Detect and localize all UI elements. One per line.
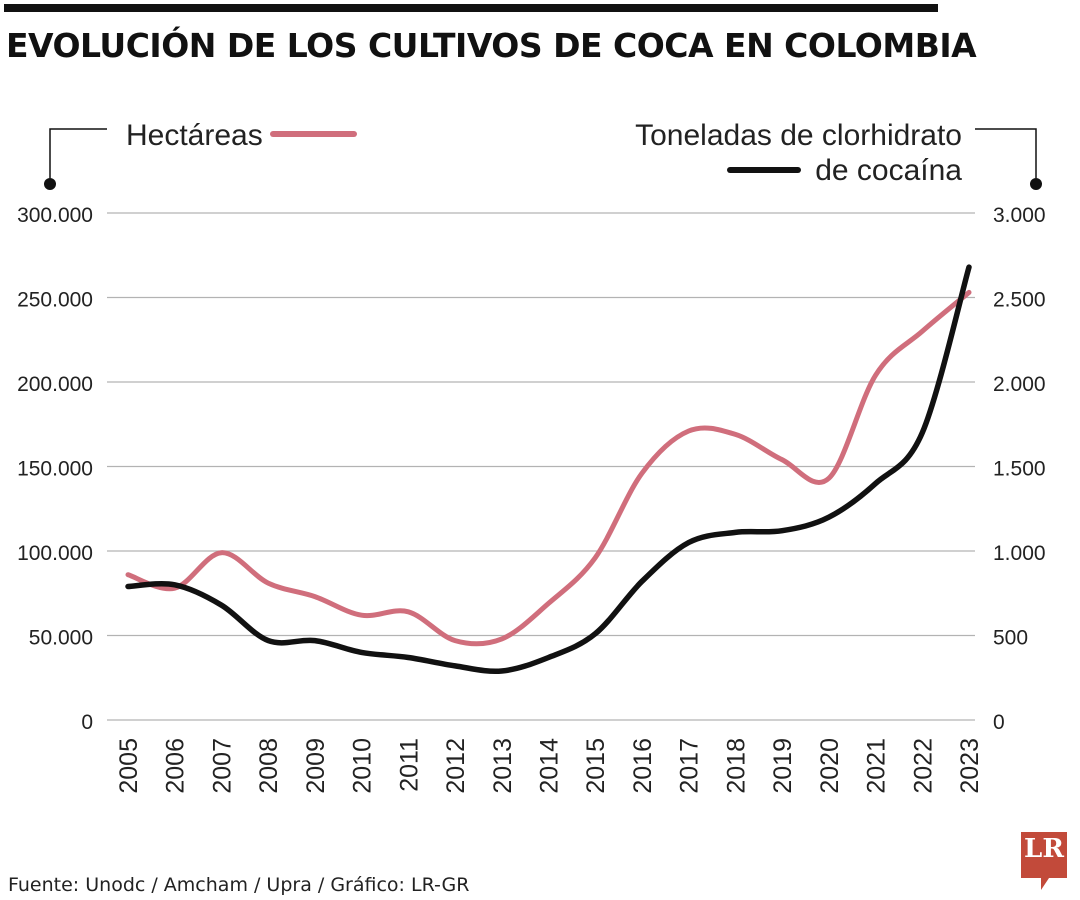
x-tick-label: 2006 [162,738,190,794]
left-tick-label: 250.000 [17,289,93,312]
legend-connector-right [975,128,1037,178]
left-tick-label: 0 [81,711,93,734]
x-tick-label: 2019 [769,738,797,794]
left-tick-label: 100.000 [17,542,93,565]
x-axis-ticks: 2005 2006 2007 2008 2009 2010 2011 2012 2013 2014… [115,738,984,794]
legend-label-hectareas: Hectáreas [126,119,263,152]
x-tick-label: 2017 [676,738,704,794]
x-tick-label: 2023 [956,738,984,794]
right-tick-label: 1.500 [993,458,1046,481]
page-title: EVOLUCIÓN DE LOS CULTIVOS DE COCA EN COL… [6,26,977,65]
x-tick-label: 2007 [208,738,236,794]
x-tick-label: 2018 [722,738,750,794]
x-tick-label: 2022 [909,738,937,794]
right-tick-label: 1.000 [993,542,1046,565]
lr-logo: LR [1021,832,1067,890]
legend-connector-left [49,128,107,178]
legend-label-toneladas-line2: de cocaína [815,154,962,187]
logo-badge-shape [1021,832,1067,890]
x-tick-label: 2008 [255,738,283,794]
x-tick-label: 2005 [115,738,143,794]
legend-label-toneladas-line1: Toneladas de clorhidrato [635,119,962,152]
right-tick-label: 500 [993,627,1028,650]
series-line-toneladas [125,264,972,675]
right-axis-ticks: 0 500 1.000 1.500 2.000 2.500 3.000 [993,204,1046,734]
right-tick-label: 2.500 [993,289,1046,312]
legend-toneladas: Toneladas de clorhidrato de cocaína [635,119,1042,190]
x-tick-label: 2013 [489,738,517,794]
series-lines [125,264,972,675]
top-rule [4,4,938,12]
x-tick-label: 2016 [629,738,657,794]
source-note: Fuente: Unodc / Amcham / Upra / Gráfico:… [8,874,470,896]
x-tick-label: 2015 [582,738,610,794]
series-line-hectareas [125,289,972,647]
x-tick-label: 2014 [536,738,564,794]
legend-dot-right [1030,178,1042,190]
legend-dot-left [44,178,56,190]
right-tick-label: 0 [993,711,1005,734]
line-chart: 0 50.000 100.000 150.000 200.000 250.000 300.0… [17,119,1046,794]
legend-hectareas: Hectáreas [44,119,357,190]
grid-lines [107,212,975,721]
right-tick-label: 2.000 [993,373,1046,396]
logo-text: LR [1024,834,1064,864]
left-tick-label: 300.000 [17,204,93,227]
left-tick-label: 200.000 [17,373,93,396]
x-tick-label: 2012 [442,738,470,794]
x-tick-label: 2011 [395,738,423,792]
right-tick-label: 3.000 [993,204,1046,227]
x-tick-label: 2010 [349,738,377,794]
left-tick-label: 150.000 [17,458,93,481]
left-tick-label: 50.000 [29,627,93,650]
x-tick-label: 2021 [863,738,891,794]
left-axis-ticks: 0 50.000 100.000 150.000 200.000 250.000 300.0… [17,204,93,734]
x-tick-label: 2009 [302,738,330,794]
x-tick-label: 2020 [816,738,844,794]
